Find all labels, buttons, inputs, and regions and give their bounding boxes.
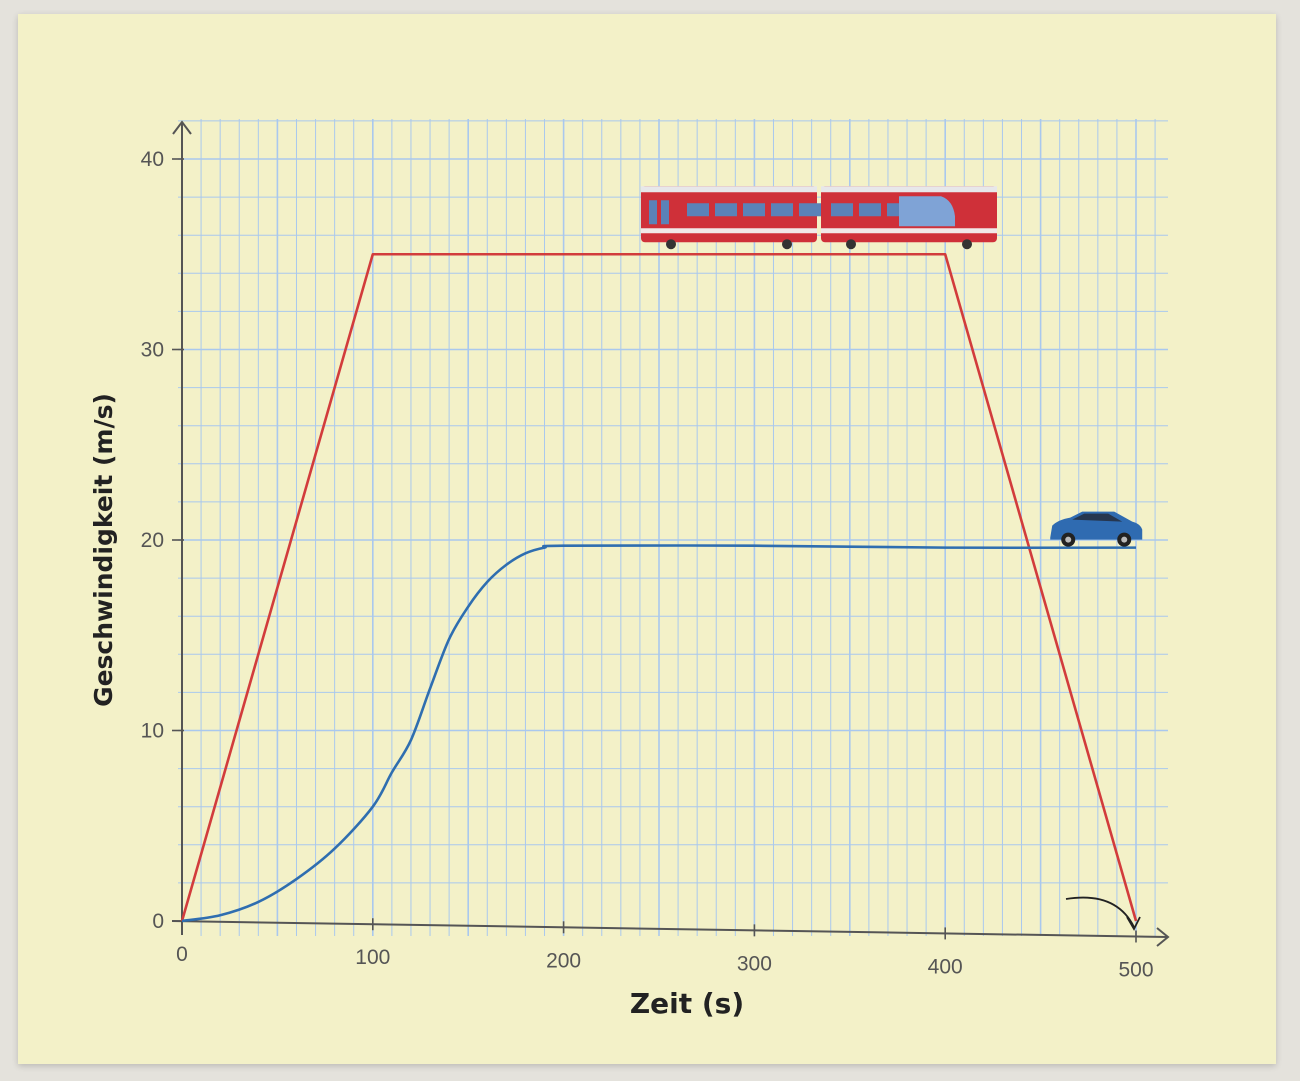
x-tick-label: 0 xyxy=(176,943,188,966)
x-axis-line xyxy=(171,920,1169,938)
train-window xyxy=(771,203,793,217)
y-axis-arrow-icon xyxy=(172,120,192,135)
train-wheel xyxy=(782,239,792,250)
y-axis-label: Geschwindigkeit (m/s) xyxy=(89,393,118,707)
train-wheel xyxy=(962,239,972,250)
train-roof xyxy=(821,186,997,193)
car-icon xyxy=(1050,511,1143,547)
grid xyxy=(178,119,1168,936)
axes xyxy=(171,120,1170,947)
train-window xyxy=(715,203,737,217)
curved-arrow-icon xyxy=(1065,896,1141,931)
car-hubcap xyxy=(1121,536,1128,543)
train-window xyxy=(799,203,821,217)
x-tick-label: 100 xyxy=(355,946,390,969)
car-window xyxy=(1072,513,1123,522)
series xyxy=(180,252,1138,923)
x-tick-label: 200 xyxy=(546,949,581,972)
ticks: 0 100 200 300 400 500 0 10 20 30 40 xyxy=(141,148,1154,981)
y-tick-label: 30 xyxy=(141,339,164,362)
train-stripe xyxy=(821,228,997,234)
train-series-line xyxy=(180,252,1138,922)
curved-arrow-path xyxy=(1065,896,1135,928)
car-series-line xyxy=(181,544,1137,923)
train-door xyxy=(649,200,657,225)
curved-arrow-head xyxy=(1126,916,1141,931)
train-front-window xyxy=(899,196,955,227)
train-roof xyxy=(641,186,817,193)
x-axis-arrow-icon xyxy=(1156,927,1170,947)
y-tick-label: 40 xyxy=(141,148,164,171)
train-window xyxy=(831,203,853,217)
car-body xyxy=(1050,511,1143,540)
train-icon xyxy=(641,186,997,250)
vehicle-icons xyxy=(641,186,1143,547)
x-tick-label: 400 xyxy=(928,955,963,978)
x-tick-label: 300 xyxy=(737,952,772,975)
train-window xyxy=(859,203,881,217)
train-wheel xyxy=(846,239,856,250)
y-tick-label: 10 xyxy=(141,720,164,743)
train-window xyxy=(743,203,765,217)
train-wheel xyxy=(666,239,676,250)
train-window xyxy=(687,203,709,217)
y-tick-label: 20 xyxy=(141,529,164,552)
y-tick-label: 0 xyxy=(152,910,164,933)
train-stripe xyxy=(641,228,817,234)
x-tick-label: 500 xyxy=(1118,958,1153,981)
train-door xyxy=(661,200,669,225)
car-hubcap xyxy=(1065,536,1072,543)
x-axis-label: Zeit (s) xyxy=(630,987,744,1020)
